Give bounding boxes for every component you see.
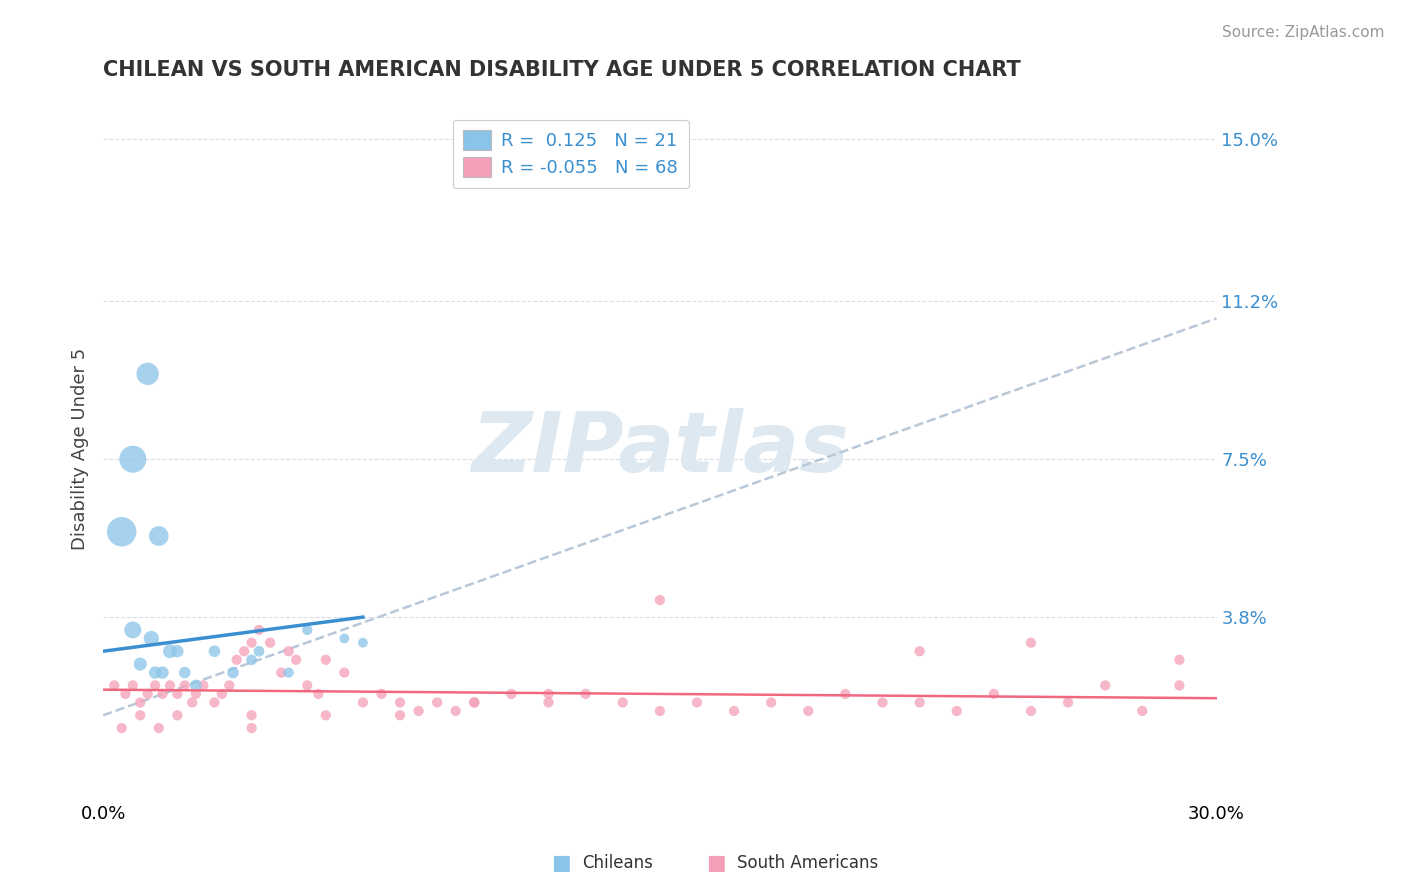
Point (136, 687, 159, 701)
Point (152, 687, 174, 701)
Point (686, 696, 709, 710)
Point (152, 665, 174, 680)
Legend: R =  0.125   N = 21, R = -0.055   N = 68: R = 0.125 N = 21, R = -0.055 N = 68 (453, 120, 689, 188)
Point (270, 665, 292, 680)
Point (285, 653, 308, 667)
Point (148, 529, 170, 543)
Point (121, 623, 143, 637)
Point (204, 696, 226, 710)
Point (173, 665, 195, 680)
Text: ■: ■ (551, 854, 571, 873)
Point (908, 644, 931, 658)
Point (173, 678, 195, 692)
Point (426, 696, 449, 710)
Point (333, 665, 356, 680)
Point (240, 636, 263, 650)
Point (111, 524, 134, 539)
Point (1094, 678, 1116, 692)
Text: CHILEAN VS SOUTH AMERICAN DISABILITY AGE UNDER 5 CORRELATION CHART: CHILEAN VS SOUTH AMERICAN DISABILITY AGE… (103, 60, 1021, 79)
Point (945, 704, 967, 718)
Point (148, 721, 170, 735)
Point (389, 708, 412, 723)
Point (315, 653, 337, 667)
Point (537, 696, 560, 710)
Point (1168, 678, 1191, 692)
Point (129, 696, 152, 710)
Point (218, 678, 240, 692)
Point (908, 696, 931, 710)
Point (121, 678, 143, 692)
Point (389, 696, 412, 710)
Point (1130, 704, 1153, 718)
Point (575, 687, 598, 701)
Point (297, 678, 319, 692)
Point (114, 687, 136, 701)
Point (307, 687, 329, 701)
Point (233, 644, 256, 658)
Y-axis label: Disability Age Under 5: Disability Age Under 5 (72, 347, 89, 549)
Text: South Americans: South Americans (737, 855, 879, 872)
Point (184, 678, 207, 692)
Point (121, 452, 143, 467)
Point (166, 687, 188, 701)
Point (184, 687, 207, 701)
Point (247, 644, 270, 658)
Point (159, 644, 181, 658)
Point (225, 653, 247, 667)
Point (463, 696, 485, 710)
Point (444, 704, 467, 718)
Point (501, 687, 523, 701)
Point (1019, 704, 1042, 718)
Point (111, 721, 134, 735)
Point (315, 708, 337, 723)
Point (143, 678, 166, 692)
Point (159, 678, 181, 692)
Point (103, 678, 125, 692)
Point (797, 704, 820, 718)
Point (297, 623, 319, 637)
Point (129, 657, 152, 671)
Text: ZIPatlas: ZIPatlas (471, 408, 849, 489)
Point (333, 632, 356, 646)
Point (834, 687, 856, 701)
Point (1019, 636, 1042, 650)
Point (193, 678, 215, 692)
Point (240, 653, 263, 667)
Point (141, 632, 163, 646)
Point (648, 593, 671, 607)
Point (408, 704, 430, 718)
Point (259, 636, 281, 650)
Point (612, 696, 634, 710)
Point (370, 687, 392, 701)
Point (983, 687, 1005, 701)
Point (648, 704, 671, 718)
Point (872, 696, 894, 710)
Point (759, 696, 782, 710)
Text: Chileans: Chileans (582, 855, 654, 872)
Point (240, 708, 263, 723)
Text: Source: ZipAtlas.com: Source: ZipAtlas.com (1222, 25, 1385, 40)
Point (1057, 696, 1080, 710)
Point (723, 704, 745, 718)
Point (352, 696, 374, 710)
Point (240, 721, 263, 735)
Point (143, 665, 166, 680)
Point (129, 708, 152, 723)
Text: ■: ■ (706, 854, 725, 873)
Point (1168, 653, 1191, 667)
Point (463, 696, 485, 710)
Point (166, 708, 188, 723)
Point (136, 367, 159, 381)
Point (211, 687, 233, 701)
Point (166, 644, 188, 658)
Point (204, 644, 226, 658)
Point (247, 623, 270, 637)
Point (537, 687, 560, 701)
Point (277, 665, 299, 680)
Point (181, 696, 204, 710)
Point (352, 636, 374, 650)
Point (277, 644, 299, 658)
Point (222, 665, 245, 680)
